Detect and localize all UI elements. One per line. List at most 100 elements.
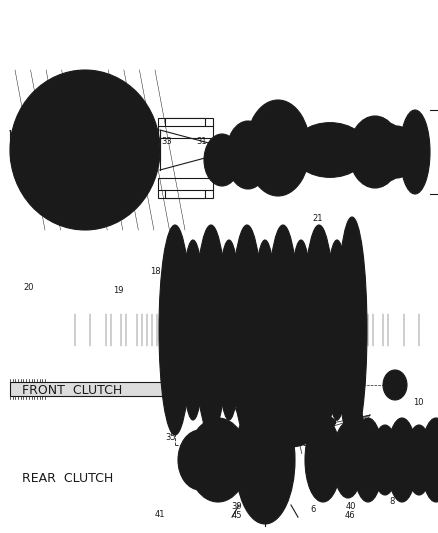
Ellipse shape — [204, 134, 240, 186]
Ellipse shape — [267, 225, 299, 435]
Ellipse shape — [383, 370, 407, 400]
Text: 30: 30 — [220, 137, 231, 146]
Ellipse shape — [353, 418, 383, 502]
Ellipse shape — [212, 144, 232, 176]
Ellipse shape — [379, 126, 415, 178]
Ellipse shape — [200, 432, 236, 488]
Text: 10: 10 — [413, 398, 424, 407]
Ellipse shape — [203, 371, 217, 407]
Ellipse shape — [393, 432, 411, 488]
Ellipse shape — [308, 132, 358, 168]
Ellipse shape — [309, 272, 329, 388]
Ellipse shape — [252, 108, 304, 188]
Ellipse shape — [237, 272, 257, 388]
Ellipse shape — [315, 135, 357, 165]
Ellipse shape — [385, 133, 409, 171]
Text: 13: 13 — [240, 257, 251, 265]
Bar — [158, 178, 212, 198]
Ellipse shape — [253, 240, 277, 420]
Bar — [165, 190, 205, 198]
Text: 43: 43 — [225, 369, 235, 377]
Bar — [165, 118, 205, 126]
Ellipse shape — [206, 377, 214, 401]
Ellipse shape — [28, 87, 142, 213]
Text: 45: 45 — [231, 511, 242, 520]
Ellipse shape — [217, 240, 241, 420]
Text: 21: 21 — [312, 214, 323, 223]
Ellipse shape — [256, 112, 300, 184]
Ellipse shape — [406, 425, 432, 495]
Text: 37: 37 — [207, 374, 218, 383]
Ellipse shape — [305, 418, 341, 502]
Ellipse shape — [273, 272, 293, 388]
Text: 19: 19 — [113, 286, 124, 295]
Ellipse shape — [300, 128, 360, 172]
Ellipse shape — [192, 448, 208, 472]
Ellipse shape — [329, 282, 345, 378]
Ellipse shape — [47, 109, 123, 191]
Text: 20: 20 — [23, 284, 34, 292]
Text: 9: 9 — [249, 433, 254, 441]
Ellipse shape — [245, 409, 335, 437]
Ellipse shape — [367, 123, 407, 181]
Text: 35: 35 — [166, 433, 176, 441]
Ellipse shape — [347, 407, 363, 433]
Ellipse shape — [407, 120, 423, 184]
Ellipse shape — [357, 126, 393, 178]
Text: 32: 32 — [124, 137, 134, 146]
Text: 46: 46 — [345, 511, 356, 520]
Ellipse shape — [65, 126, 105, 174]
Ellipse shape — [265, 366, 315, 424]
Text: 4: 4 — [221, 491, 226, 500]
Ellipse shape — [258, 114, 298, 182]
Ellipse shape — [313, 432, 333, 488]
Ellipse shape — [181, 240, 205, 420]
Text: 27: 27 — [306, 137, 316, 146]
Ellipse shape — [337, 217, 367, 443]
Ellipse shape — [351, 413, 359, 427]
Ellipse shape — [390, 378, 400, 392]
Text: 22: 22 — [404, 148, 415, 156]
Ellipse shape — [309, 131, 363, 169]
Text: 8: 8 — [389, 497, 395, 505]
Text: 33: 33 — [161, 137, 172, 146]
Ellipse shape — [333, 422, 363, 498]
Ellipse shape — [201, 272, 221, 388]
Text: 18: 18 — [150, 268, 161, 276]
Ellipse shape — [52, 113, 118, 187]
Ellipse shape — [421, 418, 438, 502]
Ellipse shape — [159, 225, 191, 435]
Ellipse shape — [10, 70, 160, 230]
Ellipse shape — [349, 116, 401, 188]
Ellipse shape — [71, 134, 99, 166]
Ellipse shape — [35, 96, 135, 204]
Text: 41: 41 — [155, 510, 165, 519]
Ellipse shape — [289, 240, 313, 420]
Ellipse shape — [359, 432, 377, 488]
Text: 40: 40 — [345, 502, 356, 511]
Ellipse shape — [225, 375, 235, 403]
Ellipse shape — [60, 122, 110, 178]
Ellipse shape — [76, 138, 94, 162]
Ellipse shape — [293, 282, 309, 378]
Ellipse shape — [411, 438, 427, 482]
Text: 14: 14 — [310, 273, 321, 281]
Text: 38: 38 — [310, 374, 321, 383]
Bar — [10, 382, 195, 396]
Ellipse shape — [303, 225, 335, 435]
Bar — [158, 118, 212, 138]
Text: REAR  CLUTCH: REAR CLUTCH — [22, 472, 113, 484]
Ellipse shape — [240, 408, 290, 512]
Ellipse shape — [15, 74, 155, 226]
Ellipse shape — [427, 432, 438, 488]
Ellipse shape — [255, 438, 275, 482]
Ellipse shape — [195, 225, 227, 435]
Ellipse shape — [178, 430, 222, 490]
Text: 39: 39 — [231, 502, 242, 511]
Text: 42: 42 — [260, 511, 270, 520]
Ellipse shape — [257, 282, 273, 378]
Text: FRONT  CLUTCH: FRONT CLUTCH — [22, 384, 122, 397]
Text: 28: 28 — [275, 137, 286, 146]
Text: 34: 34 — [113, 156, 124, 164]
Text: 31: 31 — [196, 137, 207, 146]
